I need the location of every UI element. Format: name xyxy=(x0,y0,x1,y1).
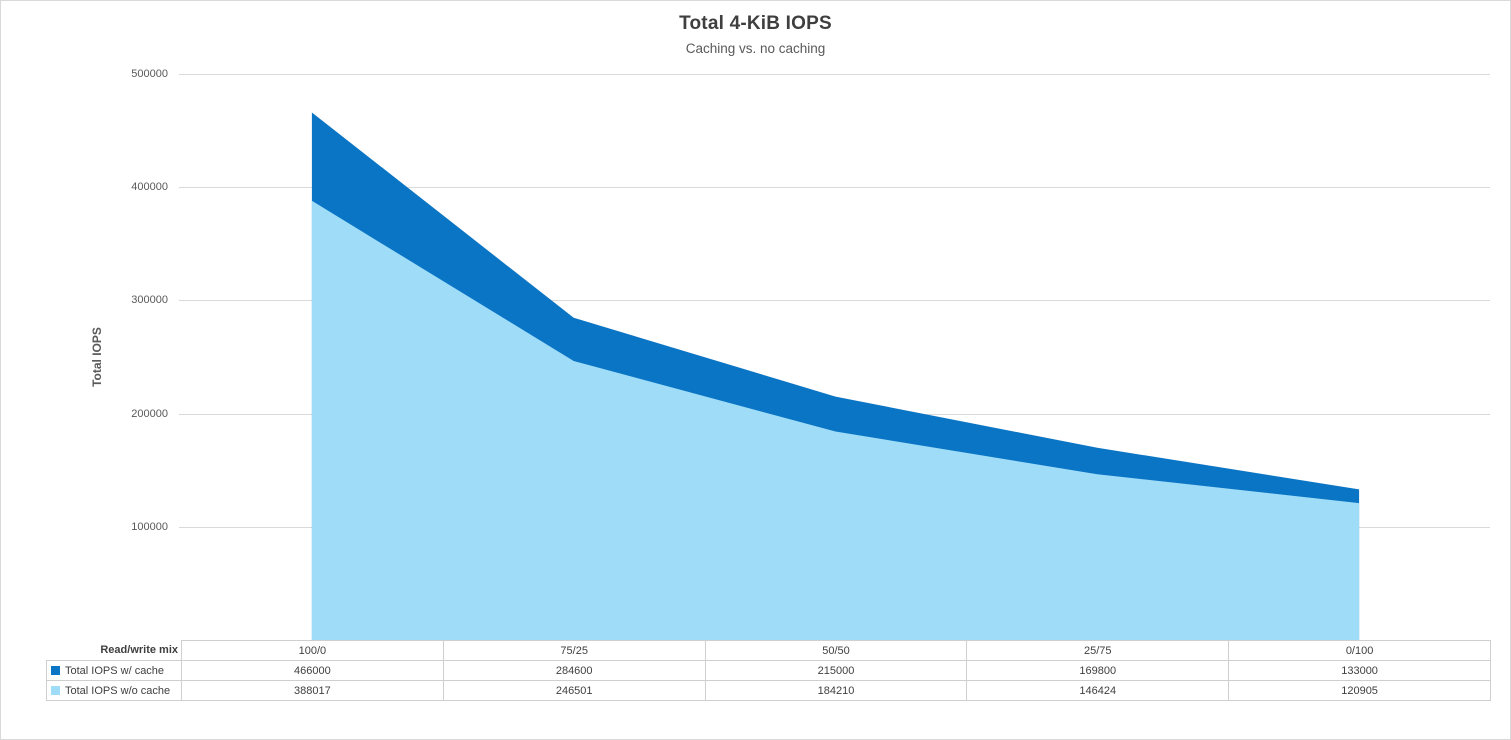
category-cell: 25/75 xyxy=(966,640,1230,661)
category-cell: 50/50 xyxy=(704,640,968,661)
series-label-cell: Total IOPS w/ cache xyxy=(46,660,182,681)
chart-title: Total 4-KiB IOPS xyxy=(679,13,832,34)
value-cell: 133000 xyxy=(1228,660,1491,681)
table-row: Read/write mix 100/0 75/25 50/50 25/75 0/100 xyxy=(46,640,1491,661)
value-cell: 120905 xyxy=(1228,680,1491,701)
legend-key-icon xyxy=(51,665,60,675)
value-cell: 284600 xyxy=(442,660,706,681)
series-name: Total IOPS w/o cache xyxy=(65,684,171,697)
category-cell: 75/25 xyxy=(442,640,706,661)
y-tick-label: 100000 xyxy=(131,520,168,533)
data-table-body: Read/write mix 100/0 75/25 50/50 25/75 0/100 T… xyxy=(46,640,1491,701)
table-row: Total IOPS w/o cache 388017 246501 184210 14… xyxy=(46,680,1491,701)
chart-subtitle: Caching vs. no caching xyxy=(685,41,826,56)
area-series-without-cache xyxy=(311,200,1360,641)
series-label-cell: Total IOPS w/o cache xyxy=(46,680,182,701)
value-cell: 388017 xyxy=(181,680,444,701)
value-cell: 466000 xyxy=(181,660,444,681)
x-axis-title-cell: Read/write mix xyxy=(46,640,182,661)
value-cell: 215000 xyxy=(704,660,968,681)
y-tick-label: 200000 xyxy=(131,407,168,420)
chart-data-table: Read/write mix 100/0 75/25 50/50 25/75 0/100 T… xyxy=(46,640,1491,701)
y-tick-label: 500000 xyxy=(131,68,168,80)
value-cell: 184210 xyxy=(704,680,968,701)
y-tick-label: 300000 xyxy=(131,294,168,307)
y-tick-label: 400000 xyxy=(131,181,168,194)
value-cell: 169800 xyxy=(966,660,1230,681)
category-cell: 0/100 xyxy=(1228,640,1491,661)
area-series-group xyxy=(311,112,1360,641)
value-cell: 146424 xyxy=(966,680,1230,701)
table-row: Total IOPS w/ cache 466000 284600 215000 169… xyxy=(46,660,1491,681)
series-name: Total IOPS w/ cache xyxy=(65,664,165,677)
category-cell: 100/0 xyxy=(181,640,444,661)
value-cell: 246501 xyxy=(442,680,706,701)
legend-key-icon xyxy=(51,685,60,695)
